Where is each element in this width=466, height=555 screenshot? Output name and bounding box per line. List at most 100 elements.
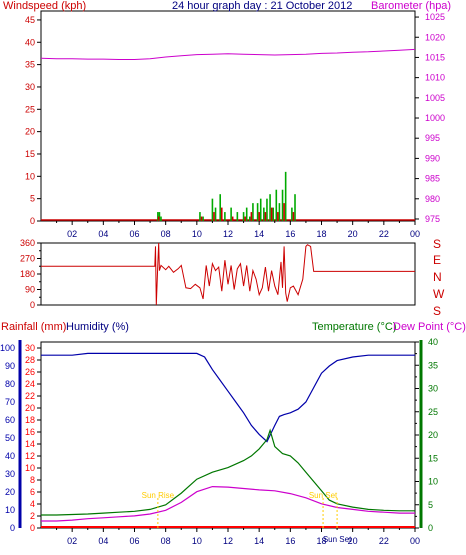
rain-tick-label: 24 xyxy=(25,379,35,389)
temp-time-label: 08 xyxy=(161,536,171,546)
wind-tick-label: 40 xyxy=(25,37,35,47)
baro-tick-label: 995 xyxy=(425,133,440,143)
humidity-tick-label: 50 xyxy=(5,433,15,443)
humidity-tick-label: 60 xyxy=(5,415,15,425)
temp-tick-label: 25 xyxy=(428,407,438,417)
humidity-tick-label: 20 xyxy=(5,487,15,497)
temp-time-label: 12 xyxy=(223,536,233,546)
wind-direction-line xyxy=(41,242,415,306)
temp-time-label: 22 xyxy=(379,536,389,546)
rain-tick-label: 4 xyxy=(30,499,35,509)
wind-time-label: 18 xyxy=(316,229,326,239)
wind-time-label: 00 xyxy=(410,229,420,239)
temp-time-label: 14 xyxy=(254,536,264,546)
baro-tick-label: 975 xyxy=(425,214,440,224)
temp-tick-label: 30 xyxy=(428,384,438,394)
dewpoint-axis-title: Dew Point (°C) xyxy=(393,321,466,333)
temp-time-label: 20 xyxy=(348,536,358,546)
humidity-tick-label: 90 xyxy=(5,361,15,371)
rain-tick-label: 14 xyxy=(25,439,35,449)
rain-tick-label: 12 xyxy=(25,451,35,461)
dir-tick-label: 180 xyxy=(20,269,35,279)
rain-tick-label: 28 xyxy=(25,355,35,365)
rain-tick-label: 22 xyxy=(25,391,35,401)
temp-time-label: 02 xyxy=(67,536,77,546)
dir-tick-label: 90 xyxy=(25,285,35,295)
baro-tick-label: 1015 xyxy=(425,52,445,62)
barometer-line xyxy=(40,48,416,60)
baro-tick-label: 985 xyxy=(425,174,440,184)
temp-time-label: 16 xyxy=(285,536,295,546)
temp-tick-label: 40 xyxy=(428,337,438,347)
dir-tick-label: 360 xyxy=(20,238,35,248)
dir-right-label-n: N xyxy=(433,270,442,284)
wind-time-label: 22 xyxy=(379,229,389,239)
humidity-axis-title: Humidity (%) xyxy=(66,321,129,333)
wind-tick-label: 25 xyxy=(25,104,35,114)
rain-tick-label: 8 xyxy=(30,475,35,485)
dir-right-label-e: E xyxy=(433,253,441,267)
rain-tick-label: 18 xyxy=(25,415,35,425)
wind-tick-label: 20 xyxy=(25,127,35,137)
baro-tick-label: 1010 xyxy=(425,73,445,83)
baro-tick-label: 980 xyxy=(425,194,440,204)
rain-tick-label: 6 xyxy=(30,487,35,497)
dir-tick-label: 270 xyxy=(20,254,35,264)
dewpoint-line xyxy=(41,485,415,522)
humidity-tick-label: 70 xyxy=(5,397,15,407)
sun-marker-label: Sun Set xyxy=(323,535,352,544)
direction-frame xyxy=(40,242,416,306)
wind-tick-label: 45 xyxy=(25,15,35,25)
rain-tick-label: 0 xyxy=(30,523,35,533)
temp-time-label: 04 xyxy=(98,536,108,546)
windspeed-axis-title: Windspeed (kph) xyxy=(3,0,86,12)
rain-tick-label: 26 xyxy=(25,367,35,377)
wind-time-label: 20 xyxy=(348,229,358,239)
wind-time-label: 02 xyxy=(67,229,77,239)
humidity-line xyxy=(41,352,415,443)
wind-tick-label: 5 xyxy=(30,194,35,204)
wind-time-label: 12 xyxy=(223,229,233,239)
rain-tick-label: 20 xyxy=(25,403,35,413)
rainfall-axis-title: Rainfall (mm) xyxy=(1,321,66,333)
baro-tick-label: 1020 xyxy=(425,32,445,42)
temperature-axis-title: Temperature (°C) xyxy=(312,321,396,333)
temp-tick-label: 0 xyxy=(428,523,433,533)
sun-marker-label: Sun Rise xyxy=(142,491,175,500)
dir-tick-label: 0 xyxy=(30,300,35,310)
dir-right-top-label: S xyxy=(433,237,441,251)
humidity-tick-label: 10 xyxy=(5,505,15,515)
series-layer xyxy=(40,48,416,528)
temp-time-label: 06 xyxy=(129,536,139,546)
barometer-axis-title: Barometer (hpa) xyxy=(371,0,451,12)
temp-time-label: 18 xyxy=(316,536,326,546)
baro-tick-label: 990 xyxy=(425,153,440,163)
temp-frame xyxy=(40,341,416,529)
temp-tick-label: 15 xyxy=(428,453,438,463)
baro-tick-label: 1005 xyxy=(425,93,445,103)
wind-tick-label: 10 xyxy=(25,171,35,181)
sun-marker-label: Sun Set xyxy=(309,491,338,500)
baro-tick-label: 1025 xyxy=(425,12,445,22)
axes: 0510152025303540459759809859909951000100… xyxy=(0,12,445,546)
wind-time-label: 08 xyxy=(161,229,171,239)
temp-tick-label: 10 xyxy=(428,477,438,487)
dir-right-label-w: W xyxy=(433,287,445,301)
rain-tick-label: 30 xyxy=(25,343,35,353)
annotations: Sun Rise Sun Set Sun Set xyxy=(142,491,352,544)
wind-time-label: 16 xyxy=(285,229,295,239)
temp-tick-label: 35 xyxy=(428,360,438,370)
humidity-tick-label: 30 xyxy=(5,469,15,479)
wind-time-label: 10 xyxy=(192,229,202,239)
temp-time-label: 00 xyxy=(410,536,420,546)
temp-time-label: 10 xyxy=(192,536,202,546)
temp-tick-label: 5 xyxy=(428,500,433,510)
wind-time-label: 14 xyxy=(254,229,264,239)
dir-right-label-s: S xyxy=(433,304,441,318)
wind-time-label: 04 xyxy=(98,229,108,239)
chart-title: 24 hour graph day : 21 October 2012 xyxy=(172,0,352,12)
temperature-line xyxy=(41,428,415,516)
rain-tick-label: 2 xyxy=(30,511,35,521)
humidity-tick-label: 40 xyxy=(5,451,15,461)
